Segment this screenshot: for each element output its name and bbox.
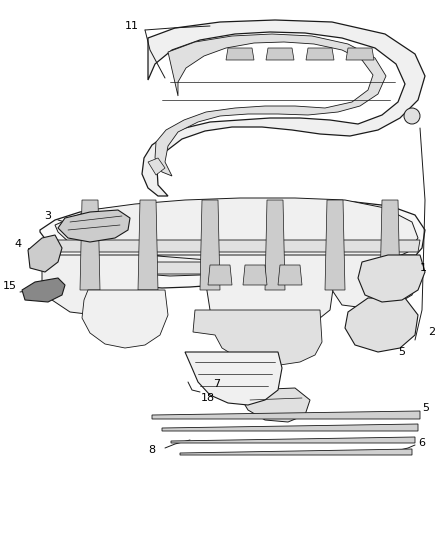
Polygon shape xyxy=(138,200,158,290)
Polygon shape xyxy=(48,262,415,274)
Text: 8: 8 xyxy=(148,445,155,455)
Text: 3: 3 xyxy=(45,211,52,221)
Polygon shape xyxy=(243,265,267,285)
Polygon shape xyxy=(162,424,418,431)
Polygon shape xyxy=(42,255,145,315)
Polygon shape xyxy=(58,210,130,242)
Text: 5: 5 xyxy=(422,403,429,413)
Text: 2: 2 xyxy=(428,327,435,337)
Polygon shape xyxy=(171,437,415,443)
Polygon shape xyxy=(148,158,165,175)
Polygon shape xyxy=(332,255,420,308)
Polygon shape xyxy=(380,200,400,290)
Text: 6: 6 xyxy=(418,438,425,448)
Polygon shape xyxy=(28,235,62,272)
Polygon shape xyxy=(152,411,420,419)
Polygon shape xyxy=(200,200,220,290)
Text: 7: 7 xyxy=(213,379,220,389)
Polygon shape xyxy=(265,200,285,290)
Text: 15: 15 xyxy=(3,281,17,291)
Polygon shape xyxy=(145,255,335,330)
Polygon shape xyxy=(325,200,345,290)
Circle shape xyxy=(404,108,420,124)
Polygon shape xyxy=(180,449,412,455)
Polygon shape xyxy=(142,20,425,196)
Polygon shape xyxy=(242,388,310,422)
Polygon shape xyxy=(42,240,420,252)
Polygon shape xyxy=(346,48,374,60)
Text: 4: 4 xyxy=(14,239,21,249)
Text: 5: 5 xyxy=(398,347,405,357)
Polygon shape xyxy=(155,34,386,176)
Polygon shape xyxy=(266,48,294,60)
Text: 1: 1 xyxy=(420,263,427,273)
Polygon shape xyxy=(358,255,425,302)
Polygon shape xyxy=(80,200,100,290)
Polygon shape xyxy=(306,48,334,60)
Polygon shape xyxy=(208,265,232,285)
Polygon shape xyxy=(345,298,418,352)
Polygon shape xyxy=(185,352,282,405)
Text: 18: 18 xyxy=(201,393,215,403)
Polygon shape xyxy=(193,310,322,365)
Polygon shape xyxy=(82,290,168,348)
Polygon shape xyxy=(55,198,418,276)
Polygon shape xyxy=(226,48,254,60)
Polygon shape xyxy=(278,265,302,285)
Text: 11: 11 xyxy=(125,21,139,31)
Polygon shape xyxy=(22,278,65,302)
Polygon shape xyxy=(40,200,425,288)
